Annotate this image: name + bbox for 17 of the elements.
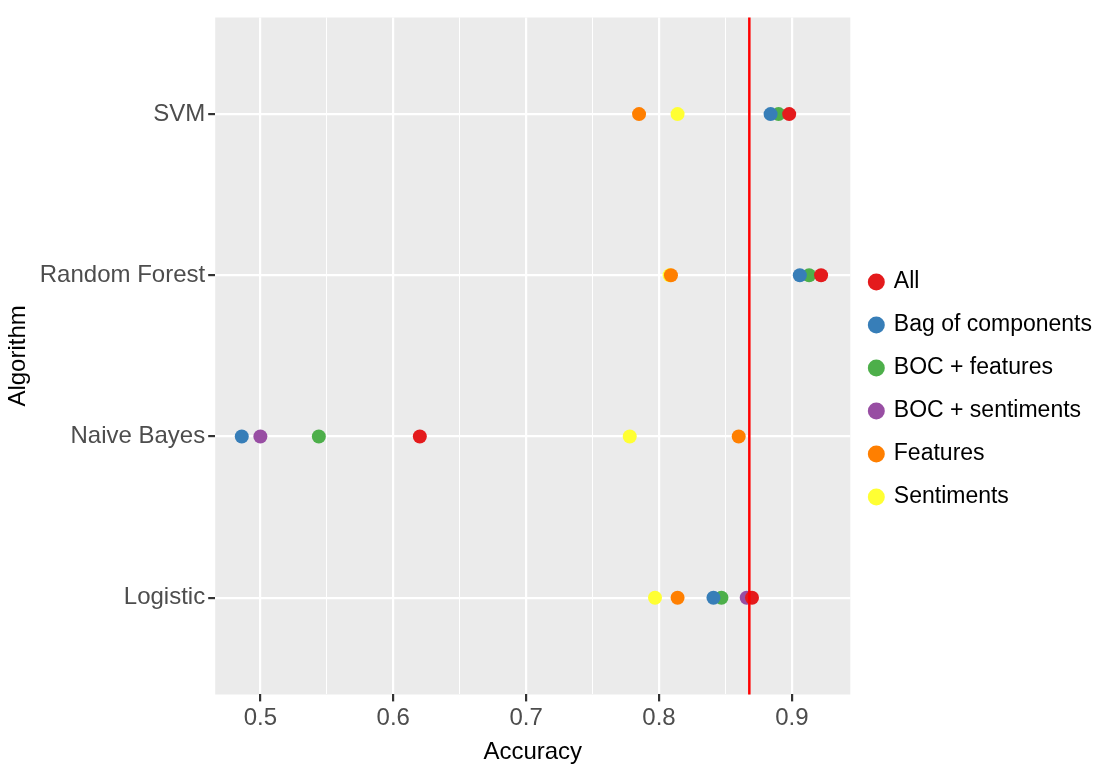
legend-label: BOC + sentiments <box>893 396 1082 423</box>
legend-label: All <box>893 267 920 294</box>
x-tick-label: 0.7 <box>509 703 543 731</box>
y-axis-title: Algorithm <box>3 305 31 407</box>
legend-label: Sentiments <box>893 482 1009 509</box>
y-tick-label: Naive Bayes <box>70 421 206 449</box>
y-tick-label: SVM <box>153 98 206 126</box>
x-tick-label: 0.5 <box>243 703 278 731</box>
y-tick-label: Logistic <box>123 582 206 610</box>
x-axis-title: Accuracy <box>483 737 583 765</box>
x-tick-label: 0.9 <box>775 703 809 731</box>
legend-label: Features <box>893 439 985 466</box>
x-tick-label: 0.6 <box>376 703 410 731</box>
legend-label: BOC + features <box>893 353 1053 380</box>
x-tick-label: 0.8 <box>642 703 676 731</box>
legend-label: Bag of components <box>893 310 1092 337</box>
y-tick-label: Random Forest <box>39 259 206 287</box>
